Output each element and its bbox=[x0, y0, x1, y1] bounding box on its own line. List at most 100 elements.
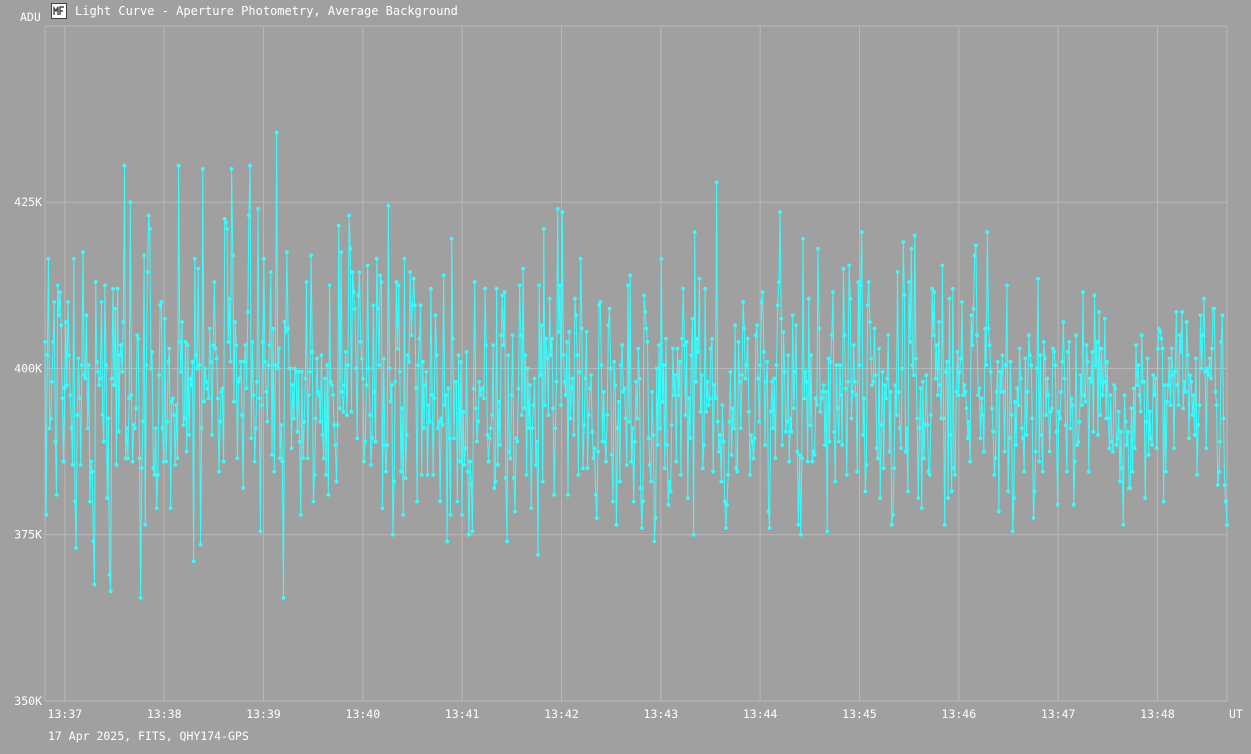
data-point bbox=[974, 243, 978, 248]
data-point bbox=[1194, 356, 1198, 361]
data-point bbox=[406, 353, 410, 358]
data-point bbox=[520, 413, 524, 417]
data-point bbox=[885, 376, 889, 381]
data-point bbox=[962, 383, 967, 387]
data-point bbox=[1083, 399, 1088, 404]
data-point bbox=[415, 499, 419, 504]
data-point bbox=[1007, 436, 1012, 441]
data-point bbox=[642, 293, 646, 298]
data-point bbox=[1173, 369, 1178, 374]
data-point bbox=[260, 340, 265, 344]
data-point bbox=[783, 429, 788, 434]
data-point bbox=[982, 449, 986, 454]
data-point bbox=[599, 363, 604, 368]
chart-app-icon bbox=[51, 3, 67, 19]
data-point bbox=[934, 343, 939, 348]
data-point bbox=[448, 512, 453, 517]
data-point bbox=[355, 436, 360, 441]
data-point bbox=[243, 343, 248, 348]
data-point bbox=[975, 333, 979, 338]
data-point bbox=[817, 326, 822, 331]
data-point bbox=[497, 399, 501, 404]
data-point bbox=[570, 376, 575, 381]
data-point bbox=[48, 416, 53, 421]
data-point bbox=[510, 333, 515, 338]
data-point bbox=[1040, 469, 1045, 474]
data-point bbox=[233, 320, 238, 324]
data-point bbox=[191, 559, 196, 564]
data-point bbox=[45, 353, 50, 358]
data-point bbox=[343, 350, 348, 354]
data-point bbox=[921, 379, 925, 384]
data-point bbox=[327, 283, 332, 288]
data-point bbox=[647, 463, 652, 467]
data-point bbox=[1177, 333, 1182, 338]
data-point bbox=[235, 456, 240, 461]
data-point bbox=[1093, 363, 1098, 368]
data-point bbox=[467, 532, 471, 537]
data-point bbox=[828, 359, 833, 364]
data-point bbox=[1150, 443, 1154, 447]
data-point bbox=[325, 363, 330, 368]
data-point bbox=[151, 466, 156, 471]
data-point bbox=[709, 346, 713, 351]
data-point bbox=[1172, 446, 1176, 451]
data-point bbox=[546, 413, 551, 417]
data-point bbox=[702, 443, 706, 447]
data-point bbox=[628, 273, 633, 278]
data-point bbox=[86, 363, 91, 368]
data-point bbox=[522, 406, 527, 411]
data-point bbox=[901, 240, 906, 245]
data-point bbox=[512, 476, 516, 481]
data-point bbox=[972, 253, 977, 258]
data-point bbox=[214, 356, 219, 361]
data-point bbox=[153, 426, 158, 431]
data-point bbox=[753, 333, 758, 338]
data-point bbox=[771, 426, 775, 431]
data-point bbox=[757, 419, 762, 424]
data-point bbox=[569, 386, 574, 391]
data-point bbox=[1223, 499, 1228, 504]
data-point bbox=[197, 363, 202, 368]
data-point bbox=[539, 323, 544, 328]
data-point bbox=[279, 423, 284, 427]
data-point bbox=[90, 469, 95, 474]
data-point bbox=[707, 396, 712, 401]
data-point bbox=[508, 456, 513, 461]
data-point bbox=[306, 393, 311, 397]
data-point bbox=[612, 359, 616, 364]
data-point bbox=[228, 359, 233, 364]
data-point bbox=[76, 356, 81, 361]
data-point bbox=[1131, 386, 1136, 391]
data-point bbox=[1059, 389, 1063, 394]
data-point bbox=[1143, 496, 1148, 501]
data-point bbox=[961, 393, 966, 397]
data-point bbox=[1015, 386, 1020, 391]
data-point bbox=[748, 473, 752, 477]
data-point bbox=[907, 280, 911, 284]
data-point bbox=[1030, 416, 1035, 421]
data-point bbox=[619, 363, 623, 368]
data-point bbox=[1010, 529, 1015, 534]
data-point bbox=[995, 359, 1000, 364]
data-point bbox=[1151, 373, 1156, 377]
data-point bbox=[471, 386, 476, 391]
data-point bbox=[715, 419, 720, 424]
data-point bbox=[385, 443, 390, 447]
data-point bbox=[1031, 516, 1036, 520]
data-point bbox=[474, 406, 478, 411]
data-point bbox=[506, 353, 510, 358]
data-point bbox=[710, 336, 714, 341]
data-point bbox=[664, 336, 668, 341]
data-point bbox=[189, 383, 194, 387]
data-point bbox=[298, 512, 303, 517]
data-point bbox=[312, 473, 317, 477]
data-point bbox=[556, 330, 561, 334]
data-point bbox=[373, 439, 378, 444]
data-point bbox=[365, 263, 370, 268]
data-point bbox=[1219, 340, 1224, 344]
data-point bbox=[1006, 489, 1010, 494]
data-point bbox=[1076, 439, 1081, 444]
data-point bbox=[457, 459, 462, 464]
data-point bbox=[1206, 373, 1211, 377]
